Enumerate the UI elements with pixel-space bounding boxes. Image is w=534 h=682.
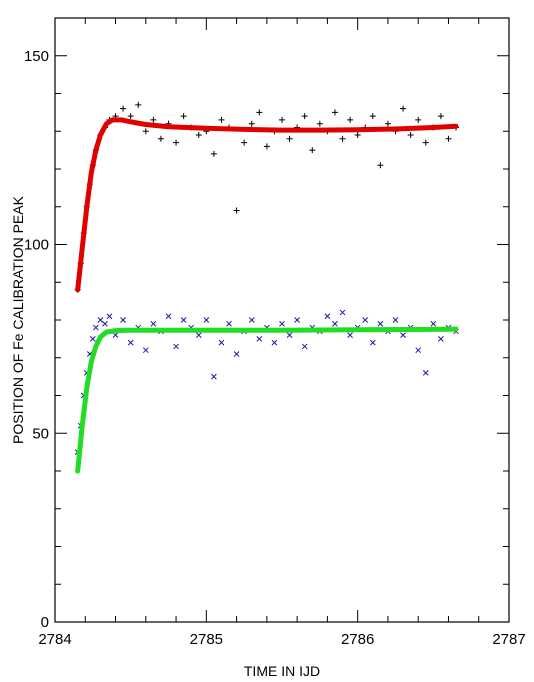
data-point [279, 320, 285, 327]
data-point [89, 336, 96, 342]
data-point [211, 373, 217, 380]
y-tick-label: 100 [24, 237, 49, 254]
data-point [150, 116, 157, 123]
data-point [233, 351, 240, 357]
data-point [347, 332, 353, 338]
data-point [362, 317, 369, 323]
data-point [369, 113, 376, 120]
data-point [226, 320, 232, 327]
data-point [157, 135, 164, 142]
data-point [256, 336, 263, 342]
x-axis-title: TIME IN IJD [244, 663, 320, 679]
data-point [415, 116, 422, 123]
data-point [150, 320, 157, 327]
data-point [354, 132, 361, 139]
data-point [422, 369, 429, 376]
data-point [301, 113, 308, 120]
data-point [430, 320, 437, 327]
data-point [120, 105, 127, 112]
data-point [294, 317, 300, 323]
data-point [241, 139, 248, 146]
data-point [263, 143, 270, 150]
data-point [309, 147, 316, 154]
data-point [384, 120, 391, 127]
x-tick-label: 2784 [38, 631, 71, 648]
data-point [332, 320, 338, 327]
y-tick-label: 0 [41, 614, 49, 631]
fit-curve-3 [75, 326, 459, 474]
data-point [445, 135, 452, 142]
y-tick-label: 150 [24, 48, 49, 65]
data-point [377, 162, 384, 169]
x-tick-label: 2787 [492, 631, 525, 648]
data-point [286, 135, 293, 142]
data-point [271, 339, 278, 346]
data-point [392, 317, 399, 323]
data-point [142, 128, 149, 135]
data-point [347, 116, 354, 123]
data-point [203, 317, 210, 323]
data-point [339, 135, 346, 142]
data-point [248, 317, 255, 323]
data-point [173, 139, 180, 146]
data-point [210, 150, 217, 157]
data-point [316, 120, 323, 127]
axis-ticks: 2784 2785 2786 2787 0 50 100 150 [24, 17, 526, 648]
y-axis-title: POSITION OF Fe CALIBRATION PEAK [10, 195, 26, 444]
data-point [165, 313, 172, 320]
data-point [112, 332, 119, 338]
data-point [437, 113, 444, 120]
series-layer [74, 101, 460, 474]
data-point [286, 332, 293, 338]
data-point [93, 324, 99, 331]
data-point [339, 309, 346, 316]
x-tick-label: 2786 [341, 631, 374, 648]
data-point [415, 347, 422, 354]
data-point [256, 109, 263, 116]
data-point [248, 120, 255, 127]
data-point [422, 139, 429, 146]
data-point [106, 313, 113, 320]
fit-curve-1 [75, 117, 459, 293]
data-point [97, 317, 104, 323]
data-point [301, 343, 308, 350]
data-point [195, 132, 202, 139]
data-point [233, 207, 240, 214]
data-point [279, 116, 285, 123]
data-point [369, 339, 376, 346]
data-point [180, 317, 187, 323]
data-point [135, 101, 142, 108]
data-point [218, 116, 225, 123]
data-point [195, 332, 202, 338]
x-tick-label: 2785 [190, 631, 223, 648]
data-point [142, 347, 149, 354]
data-point [127, 339, 134, 346]
data-point [102, 320, 108, 327]
data-point [120, 317, 126, 323]
data-point [180, 113, 187, 120]
data-point [173, 343, 179, 350]
data-point [377, 320, 384, 327]
data-point [331, 109, 338, 116]
data-point [324, 313, 331, 320]
data-point [407, 132, 414, 139]
data-point [438, 336, 444, 342]
data-point [218, 339, 225, 346]
data-point [400, 105, 407, 112]
y-tick-label: 50 [32, 425, 49, 442]
data-point [400, 332, 406, 338]
data-point [127, 113, 134, 120]
